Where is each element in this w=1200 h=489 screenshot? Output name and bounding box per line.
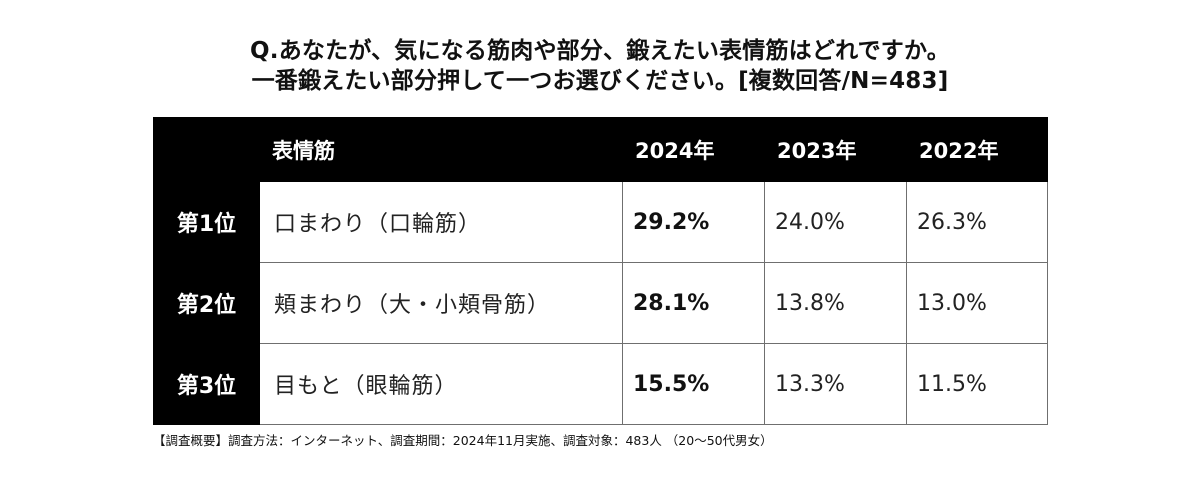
header-2022: 2022年 bbox=[906, 117, 1048, 182]
table-row: 第1位 口まわり（口輪筋） 29.2% 24.0% 26.3% bbox=[153, 181, 1048, 263]
rank-label: 第1位 bbox=[153, 181, 260, 263]
value-2024: 29.2% bbox=[622, 181, 765, 263]
title-line-2: 一番鍛えたい部分押して一つお選びください。[複数回答/N=483] bbox=[251, 68, 949, 94]
value-2024: 28.1% bbox=[622, 262, 765, 344]
value-2022: 26.3% bbox=[906, 181, 1048, 263]
table-row: 第2位 頬まわり（大・小頬骨筋） 28.1% 13.8% 13.0% bbox=[153, 262, 1048, 344]
header-muscle: 表情筋 bbox=[259, 117, 623, 182]
header-rank bbox=[153, 117, 260, 182]
header-2023: 2023年 bbox=[764, 117, 907, 182]
table-row: 第3位 目もと（眼輪筋） 15.5% 13.3% 11.5% bbox=[153, 343, 1048, 425]
muscle-name: 口まわり（口輪筋） bbox=[259, 181, 623, 263]
value-2022: 13.0% bbox=[906, 262, 1048, 344]
muscle-name: 頬まわり（大・小頬骨筋） bbox=[259, 262, 623, 344]
ranking-table: 表情筋 2024年 2023年 2022年 第1位 口まわり（口輪筋） 29.2… bbox=[153, 117, 1048, 425]
value-2023: 24.0% bbox=[764, 181, 907, 263]
value-2023: 13.3% bbox=[764, 343, 907, 425]
title-line-1: Q.あなたが、気になる筋肉や部分、鍛えたい表情筋はどれですか。 bbox=[250, 38, 950, 64]
muscle-name: 目もと（眼輪筋） bbox=[259, 343, 623, 425]
value-2023: 13.8% bbox=[764, 262, 907, 344]
rank-label: 第2位 bbox=[153, 262, 260, 344]
survey-question-title: Q.あなたが、気になる筋肉や部分、鍛えたい表情筋はどれですか。 一番鍛えたい部分… bbox=[0, 36, 1200, 96]
table-header-row: 表情筋 2024年 2023年 2022年 bbox=[153, 117, 1048, 182]
header-2024: 2024年 bbox=[622, 117, 765, 182]
value-2024: 15.5% bbox=[622, 343, 765, 425]
survey-footnote: 【調査概要】調査方法：インターネット、調査期間：2024年11月実施、調査対象：… bbox=[153, 433, 773, 448]
value-2022: 11.5% bbox=[906, 343, 1048, 425]
rank-label: 第3位 bbox=[153, 343, 260, 425]
